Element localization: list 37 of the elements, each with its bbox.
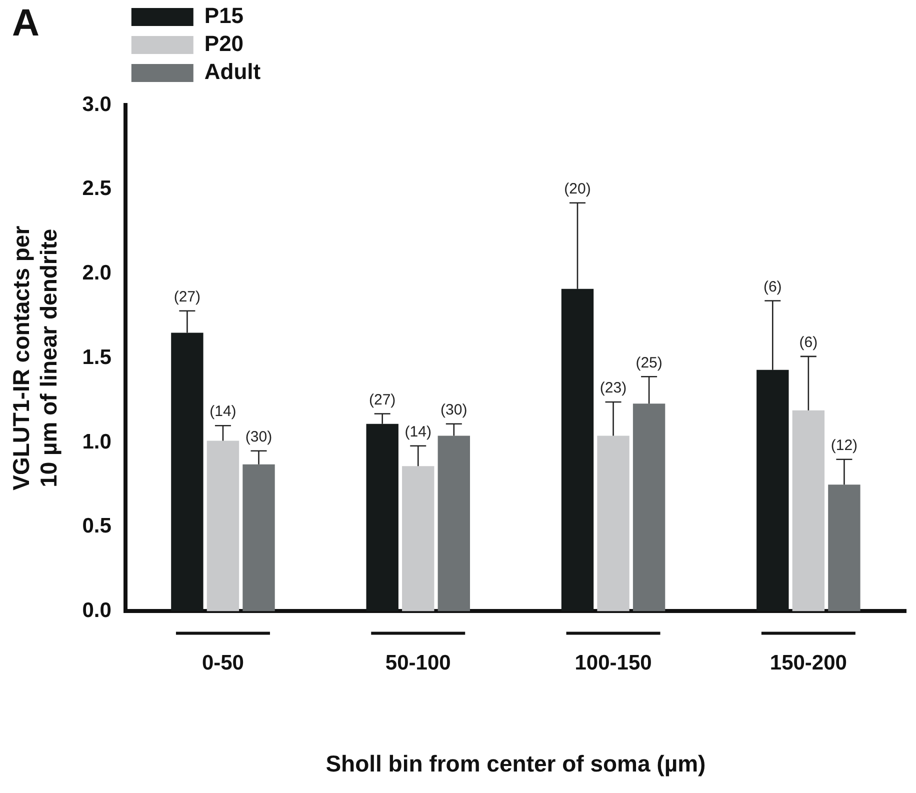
- bar: [597, 436, 630, 612]
- annotation: (20): [564, 180, 591, 198]
- bar: [402, 466, 434, 612]
- y-tick-label: 0.5: [82, 514, 112, 538]
- y-tick-label: 3.0: [82, 92, 112, 116]
- legend-label: P20: [204, 31, 244, 56]
- x-tick-label: 150-200: [770, 652, 847, 675]
- annotation: (6): [763, 278, 782, 296]
- bar: [792, 410, 825, 612]
- chart-title: A: [12, 2, 40, 44]
- annotation: (14): [404, 423, 432, 440]
- y-tick-label: 2.5: [82, 177, 112, 200]
- annotation: (14): [210, 403, 236, 420]
- y-tick-label: 0.0: [82, 598, 112, 622]
- annotation: (27): [174, 288, 201, 306]
- y-tick-label: 2.0: [82, 262, 112, 285]
- x-axis-title: Sholl bin from center of soma (µm): [326, 750, 706, 777]
- annotation: (12): [830, 436, 858, 454]
- bar: [632, 404, 666, 612]
- y-axis-title: VGLUT1-IR contacts per 10 µm of linear dendrite: [8, 226, 62, 490]
- legend-label: P15: [204, 3, 244, 28]
- bar: [242, 464, 275, 612]
- y-tick-label: 1.0: [82, 430, 112, 454]
- x-tick-label: 100-150: [574, 652, 652, 675]
- annotation: (30): [245, 428, 272, 446]
- bar: [438, 436, 470, 612]
- annotation: (25): [636, 354, 662, 372]
- bar: [206, 440, 240, 612]
- annotation: (27): [369, 391, 396, 408]
- y-tick-label: 1.5: [82, 346, 112, 369]
- bar: [828, 484, 860, 612]
- annotation: (30): [440, 402, 468, 419]
- legend-label: Adult: [204, 59, 262, 84]
- annotation: (23): [600, 380, 627, 397]
- x-tick-label: 0-50: [202, 652, 244, 675]
- annotation: (6): [799, 334, 818, 352]
- x-tick-label: 50-100: [385, 652, 451, 675]
